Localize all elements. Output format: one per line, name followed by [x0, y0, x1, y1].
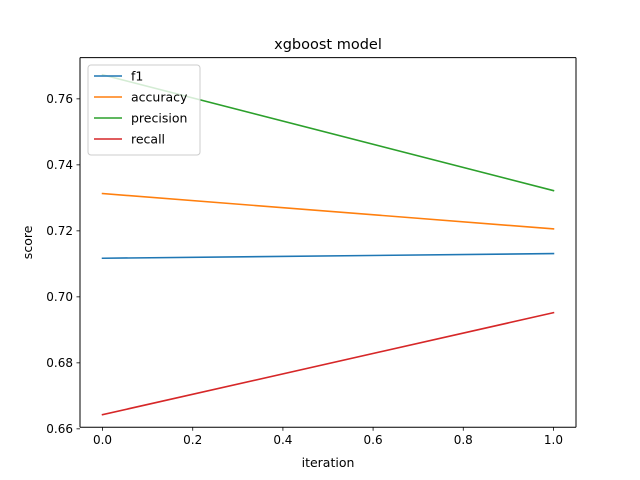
y-tick-label: 0.76 [46, 92, 73, 106]
y-tick-label: 0.74 [46, 158, 73, 172]
x-tick-label: 0.0 [93, 433, 112, 447]
series-line-f1 [101, 252, 555, 260]
y-axis-label: score [20, 225, 35, 259]
series-line-recall [101, 311, 555, 416]
x-tick-label: 0.4 [273, 433, 292, 447]
legend-label-f1: f1 [131, 69, 143, 84]
y-tick-label: 0.72 [46, 224, 73, 238]
y-tick-label: 0.66 [46, 422, 73, 436]
chart-title: xgboost model [274, 37, 382, 53]
x-axis-label: iteration [302, 455, 355, 470]
x-tick-label: 0.2 [183, 433, 202, 447]
x-tick-label: 0.6 [364, 433, 383, 447]
y-axis-ticks: 0.66 0.68 0.70 0.72 0.74 0.76 [46, 92, 80, 436]
series-line-accuracy [101, 192, 555, 230]
legend-box [87, 64, 201, 156]
plot-frame [79, 57, 577, 428]
legend-label-recall: recall [131, 132, 165, 147]
legend: f1 accuracy precision recall [87, 64, 201, 156]
y-tick-label: 0.70 [46, 290, 73, 304]
legend-label-accuracy: accuracy [131, 90, 188, 105]
x-tick-label: 1.0 [544, 433, 563, 447]
x-axis-ticks: 0.0 0.2 0.4 0.6 0.8 1.0 [93, 427, 563, 447]
legend-label-precision: precision [131, 111, 187, 126]
y-tick-label: 0.68 [46, 356, 73, 370]
x-tick-label: 0.8 [454, 433, 473, 447]
